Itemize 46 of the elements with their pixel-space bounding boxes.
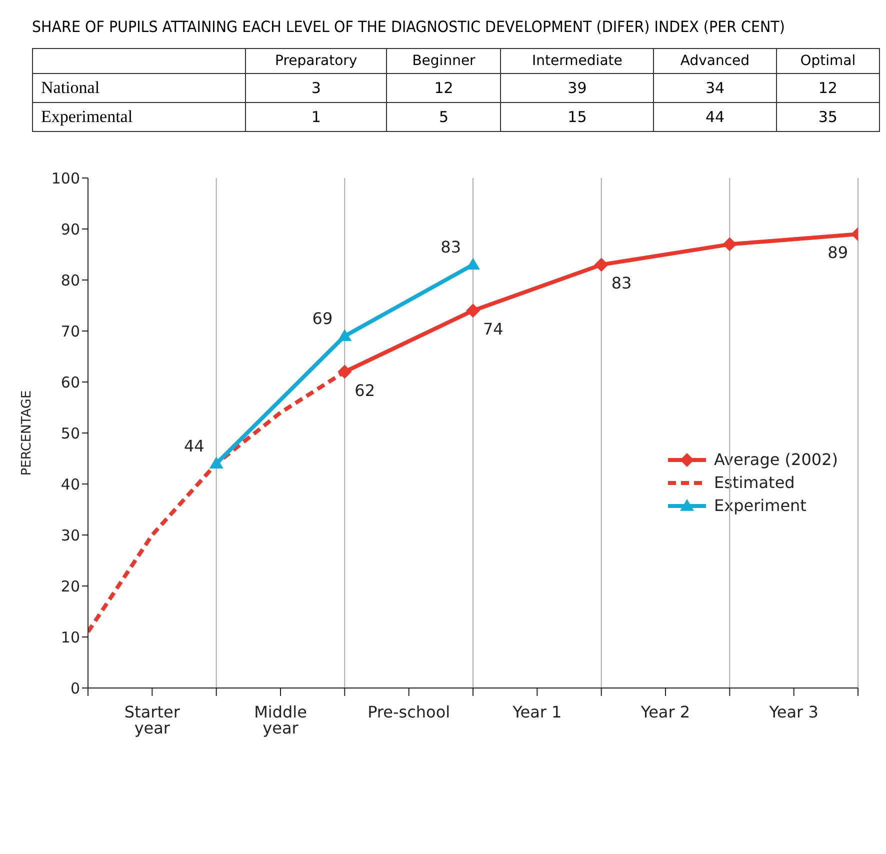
data-label: 12 [386,74,501,102]
y-tick-label: 10 [60,628,80,646]
legend-label: Estimated [714,473,795,492]
legend-label: Average (2002) [714,450,838,469]
data-label: 44 [654,102,776,132]
x-tick-label: Pre-school [368,702,450,722]
x-tick-label: Beginner [386,48,501,74]
data-label: 35 [776,102,880,132]
y-tick-label: 80 [60,271,80,290]
y-tick-label: 50 [60,424,80,442]
data-label: 74 [483,320,504,339]
x-tick-label: Middle year [254,702,307,738]
x-tick-label: Year 3 [768,702,818,722]
y-tick-label: 30 [60,526,80,544]
y-tick-label: 0 [70,679,80,698]
legend-label: Experiment [714,496,806,515]
data-label: 83 [611,274,632,293]
y-tick-label: 60 [60,373,80,392]
y-tick-label: 100 [51,169,80,188]
chart-title: SHARE OF PUPILS ATTAINING EACH LEVEL OF THE DIAGNOSTIC DEVELOPMENT (DIFER) INDEX (PER CENT) [32,18,786,36]
y-tick-label: 40 [60,475,80,494]
x-tick-label: Year 1 [512,702,562,722]
data-label: 69 [312,309,333,328]
data-label: 62 [354,380,376,400]
data-label: 39 [500,74,654,102]
data-label: 44 [184,436,204,456]
data-label: 15 [500,102,654,132]
x-tick-label: Advanced [654,48,776,74]
y-axis-title: PERCENTAGE [20,390,35,476]
x-tick-label: Year 2 [640,702,690,722]
x-tick-label: Optimal [776,48,880,74]
y-tick-label: National [32,74,246,102]
data-label: 83 [440,238,461,257]
data-label: 3 [246,74,387,102]
x-tick-label: Intermediate [500,48,654,74]
data-label: 89 [828,243,848,262]
x-tick-label: Preparatory [246,48,387,74]
y-tick-label: 70 [60,322,80,340]
y-tick-label: Experimental [32,102,246,132]
data-label: 1 [246,102,387,132]
data-label: 5 [386,102,501,132]
x-tick-label: Starter year [124,702,180,738]
y-tick-label: 90 [60,220,80,238]
y-tick-label: 20 [60,577,80,596]
data-label: 12 [776,74,880,102]
data-label: 34 [654,74,776,102]
